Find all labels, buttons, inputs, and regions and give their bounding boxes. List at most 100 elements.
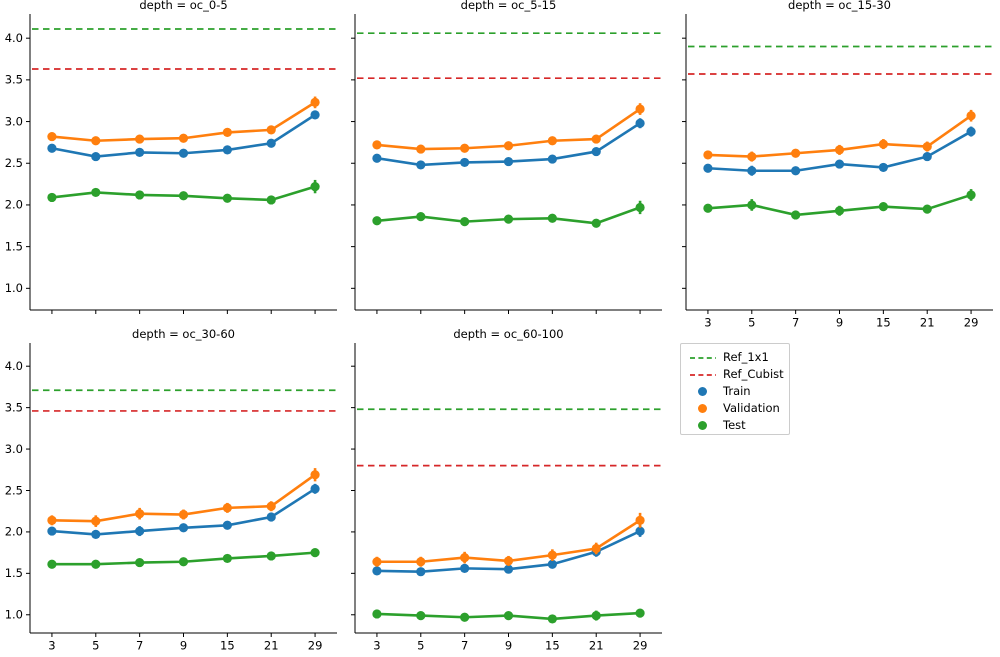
data-point-marker [878,202,888,212]
data-point-marker [135,509,145,519]
data-point-marker [747,151,757,162]
data-point-marker [266,512,276,522]
data-point-marker [791,210,801,220]
data-point-marker [91,136,101,146]
data-point-marker [416,557,426,567]
data-point-marker [310,484,320,494]
series-test [47,548,320,569]
data-point-marker [503,214,514,224]
data-point-marker [547,154,557,164]
data-point-marker [266,551,276,561]
y-tick-label: 2.0 [5,525,23,539]
x-tick-label: 29 [308,639,323,653]
data-point-marker [178,523,189,533]
data-point-marker [791,148,801,158]
panel-title: depth = oc_60-100 [453,327,563,341]
data-point-marker [547,136,557,146]
series-validation [47,468,320,527]
x-tick-label: 3 [48,639,55,653]
data-point-marker [503,141,514,151]
y-tick-label: 2.5 [5,483,23,497]
data-point-marker [547,550,557,560]
x-tick-label: 9 [505,639,512,653]
series-validation [372,103,645,154]
y-tick-label: 1.0 [5,281,23,295]
legend-item-ref_cubist: Ref_Cubist [689,366,784,383]
data-point-marker [966,126,976,137]
dot-swatch-icon [689,421,716,430]
data-point-marker [460,563,470,573]
data-point-marker [416,144,426,154]
y-tick-label: 2.0 [5,198,23,212]
data-point-marker [135,147,145,158]
x-tick-label: 9 [180,639,187,653]
data-point-marker [47,192,57,203]
data-point-marker [135,134,145,144]
legend-label: Ref_1x1 [723,350,769,364]
x-tick-label: 7 [136,639,143,653]
series-validation [47,96,320,146]
legend-label: Validation [723,401,780,415]
data-point-marker [834,159,845,169]
data-point-marker [503,564,514,574]
y-tick-label: 3.5 [5,73,23,87]
data-point-marker [547,559,557,569]
data-point-marker [47,143,57,153]
data-point-marker [460,612,470,622]
data-point-marker [47,559,57,569]
data-point-marker [503,556,514,566]
subplot-4: depth = oc_60-100 3 5 7 9 15 21 29 [351,327,662,653]
data-point-marker [703,150,713,160]
legend-item-validation: Validation [689,400,780,417]
data-point-marker [460,553,470,563]
data-point-marker [460,157,470,168]
x-tick-label: 3 [704,316,711,330]
dot-swatch-icon [689,387,716,396]
y-tick-label: 4.0 [5,31,23,45]
data-point-marker [503,611,514,621]
y-tick-label: 3.5 [5,400,23,414]
data-point-marker [222,145,232,155]
data-point-marker [416,212,426,222]
x-tick-label: 21 [920,316,935,330]
x-tick-label: 15 [876,316,891,330]
data-point-marker [503,156,514,167]
data-point-marker [635,526,645,536]
data-point-marker [47,526,57,536]
data-point-marker [135,557,145,568]
data-point-marker [178,557,189,567]
data-point-marker [266,501,276,511]
data-point-marker [135,190,145,200]
data-point-marker [460,217,470,227]
data-point-marker [966,190,976,200]
data-point-marker [372,216,382,226]
data-point-marker [591,611,601,621]
data-point-marker [591,543,601,554]
x-tick-label: 3 [373,639,380,653]
data-point-marker [591,146,601,157]
legend-item-test: Test [689,417,780,434]
data-point-marker [791,166,801,176]
series-validation [703,109,976,162]
data-point-marker [922,204,932,214]
data-point-marker [372,153,382,163]
data-point-marker [747,166,757,176]
data-point-marker [416,160,426,170]
subplot-0: depth = oc_0-5 1.0 1.5 2.0 2.5 3.0 3.5 4.0 [5,0,337,314]
y-tick-label: 1.5 [5,566,23,580]
data-point-marker [635,608,645,618]
data-point-marker [91,151,101,162]
data-point-marker [635,515,645,525]
x-tick-label: 5 [92,639,99,653]
data-point-marker [91,559,101,569]
data-point-marker [178,133,189,143]
data-point-marker [635,118,645,128]
legend-item-ref_1x1: Ref_1x1 [689,349,780,366]
legend-label: Test [723,418,746,432]
legend: Ref_1x1 Ref_Cubist Train Validation Test [680,343,790,435]
data-point-marker [222,503,232,513]
data-point-marker [310,97,320,107]
data-point-marker [178,191,189,201]
